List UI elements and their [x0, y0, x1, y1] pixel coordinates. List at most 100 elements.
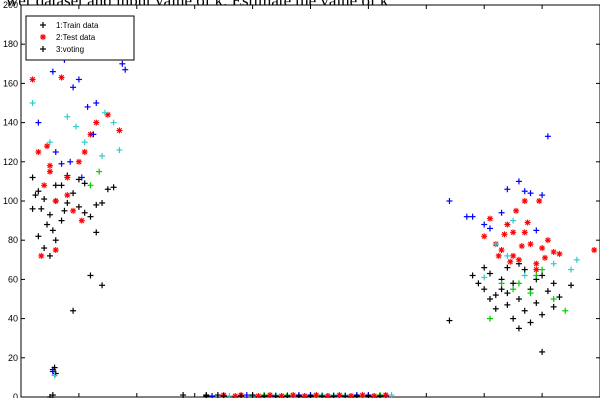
data-point	[498, 286, 505, 293]
data-point	[209, 393, 216, 398]
data-point	[64, 199, 71, 206]
data-point	[214, 392, 221, 398]
data-point	[504, 301, 511, 308]
data-point	[469, 213, 476, 220]
legend-marker	[40, 46, 46, 52]
y-axis: 0 20 40 60 80 100 120 140 160 180 200	[3, 0, 600, 398]
data-point	[533, 260, 540, 267]
data-point	[58, 217, 65, 224]
data-point	[504, 290, 511, 297]
data-point	[521, 229, 528, 236]
data-point	[527, 190, 534, 197]
data-point	[486, 270, 493, 277]
data-point	[295, 393, 302, 398]
data-point	[81, 180, 88, 187]
y-tick-label: 200	[3, 0, 18, 10]
data-point	[70, 207, 77, 214]
y-tick-label: 120	[3, 157, 18, 167]
data-point	[99, 282, 106, 289]
data-point	[75, 158, 82, 165]
y-tick-label: 100	[3, 196, 18, 206]
data-point	[539, 272, 546, 279]
data-point	[101, 109, 108, 116]
x-axis	[78, 5, 543, 397]
y-tick-label: 0	[13, 392, 18, 398]
data-point	[58, 74, 65, 81]
data-point	[35, 149, 42, 155]
data-point	[313, 392, 320, 398]
data-point	[324, 393, 331, 398]
data-point	[35, 188, 42, 195]
y-tick-label: 180	[3, 39, 18, 49]
data-point	[510, 217, 517, 224]
data-point	[29, 76, 36, 83]
data-point	[498, 247, 505, 253]
data-point	[544, 237, 551, 244]
data-point	[99, 199, 106, 206]
data-point	[78, 174, 85, 181]
data-point	[330, 393, 337, 398]
data-point	[75, 203, 82, 210]
data-point	[550, 296, 557, 302]
data-point	[527, 241, 534, 248]
data-point	[504, 221, 511, 228]
data-point	[382, 392, 389, 398]
data-point	[46, 252, 53, 259]
data-point	[116, 127, 123, 134]
data-point	[73, 123, 80, 130]
data-point	[515, 256, 522, 263]
data-point	[41, 182, 48, 189]
data-point	[58, 182, 65, 189]
data-point	[87, 182, 94, 189]
data-point	[550, 303, 557, 310]
data-point	[75, 76, 82, 83]
data-point	[521, 307, 528, 314]
data-point	[35, 233, 42, 240]
data-point	[261, 393, 268, 398]
data-point	[78, 217, 85, 224]
data-point	[463, 213, 470, 220]
data-point	[110, 184, 117, 191]
data-point	[342, 393, 349, 398]
y-tick-label: 20	[8, 353, 18, 363]
data-point	[533, 272, 540, 279]
data-point	[272, 393, 279, 398]
data-point	[61, 207, 68, 214]
data-point	[70, 307, 77, 314]
data-point	[568, 282, 575, 289]
legend-label: 1:Train data	[56, 21, 99, 30]
data-point	[446, 317, 453, 324]
y-tick-label: 140	[3, 118, 18, 128]
data-point	[41, 196, 48, 203]
data-point	[371, 393, 378, 398]
data-point	[93, 100, 100, 106]
data-point	[486, 215, 493, 222]
data-point	[81, 149, 88, 155]
data-point	[515, 325, 522, 332]
data-point	[46, 139, 53, 146]
data-point	[353, 393, 360, 398]
data-point	[539, 245, 546, 252]
data-point	[255, 393, 262, 398]
data-point	[365, 393, 372, 398]
data-point	[481, 233, 488, 240]
data-point	[58, 160, 65, 167]
data-point	[544, 133, 551, 140]
data-point	[87, 272, 94, 279]
data-point	[510, 286, 517, 293]
data-point	[81, 139, 88, 146]
data-point	[249, 392, 256, 398]
data-point	[515, 296, 522, 302]
data-point	[568, 266, 575, 273]
data-point	[556, 250, 563, 257]
data-point	[504, 186, 511, 193]
data-point	[38, 205, 45, 212]
data-point	[96, 168, 103, 175]
data-point	[284, 393, 291, 398]
data-point	[510, 315, 517, 322]
data-point	[513, 207, 520, 214]
data-point	[64, 113, 71, 120]
data-point	[521, 188, 528, 195]
data-point	[510, 252, 517, 259]
